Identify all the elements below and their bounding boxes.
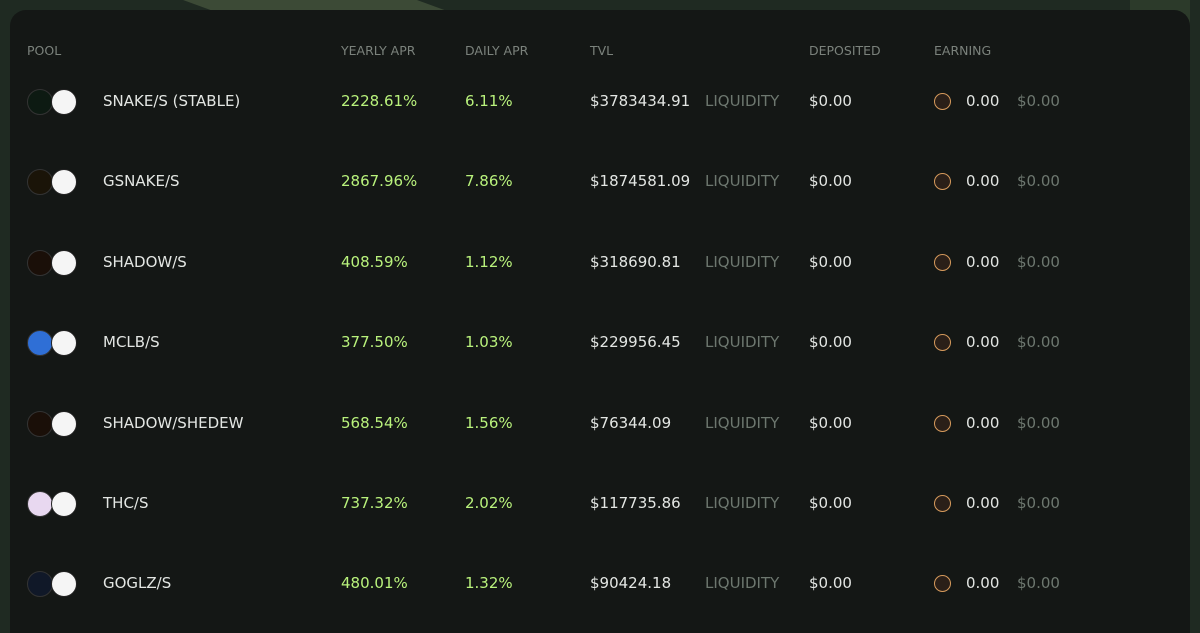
column-header: YEARLY APR xyxy=(341,43,416,58)
yearly-apr: 2867.96% xyxy=(341,172,418,191)
pool-token-icon xyxy=(51,410,77,437)
earning-usd: $0.00 xyxy=(1017,494,1060,512)
tvl: $318690.81 xyxy=(590,252,681,271)
column-header: DAILY APR xyxy=(465,43,529,58)
pool-name: MCLB/S xyxy=(103,333,160,352)
deposited: $0.00 xyxy=(809,252,852,271)
column-header: POOL xyxy=(27,43,62,58)
pool-token-icon xyxy=(27,491,53,517)
earning-usd: $0.00 xyxy=(1017,413,1060,432)
liquidity-link[interactable]: LIQUIDITY xyxy=(705,172,780,191)
yearly-apr: 480.01% xyxy=(341,574,408,593)
earning-amount: 0.00 xyxy=(966,333,1000,352)
earning-usd: $0.00 xyxy=(1017,252,1060,271)
column-header: TVL xyxy=(590,43,614,58)
tvl: $3783434.91 xyxy=(590,92,691,110)
yearly-apr: 568.54% xyxy=(341,413,408,432)
deposited: $0.00 xyxy=(809,494,852,512)
pool-name: GOGLZ/S xyxy=(103,574,172,593)
liquidity-link[interactable]: LIQUIDITY xyxy=(705,92,780,110)
pool-token-icon xyxy=(51,249,77,276)
column-header: DEPOSITED xyxy=(809,43,881,58)
deposited: $0.00 xyxy=(809,92,852,110)
deposited: $0.00 xyxy=(809,333,852,352)
deposited: $0.00 xyxy=(809,413,852,432)
earning-token-icon xyxy=(934,575,951,593)
pool-token-icon xyxy=(27,330,53,357)
pool-token-icon xyxy=(27,249,53,276)
daily-apr: 2.02% xyxy=(465,494,513,512)
pool-token-icon xyxy=(51,89,77,115)
pool-name: SHADOW/SHEDEW xyxy=(103,413,244,432)
pool-token-icon xyxy=(27,169,53,196)
pool-table: POOL YEARLY APR DAILY APR TVL DEPOSITED EARNI… xyxy=(10,10,1190,633)
daily-apr: 6.11% xyxy=(465,92,513,110)
pool-name: SHADOW/S xyxy=(103,252,187,271)
liquidity-link[interactable]: LIQUIDITY xyxy=(705,413,780,432)
pool-token-icon xyxy=(51,571,77,598)
tvl: $76344.09 xyxy=(590,413,672,432)
pool-name: SNAKE/S (STABLE) xyxy=(103,92,241,110)
pool-token-icon xyxy=(51,330,77,357)
earning-token-icon xyxy=(934,253,951,271)
earning-amount: 0.00 xyxy=(966,574,1000,593)
earning-amount: 0.00 xyxy=(966,252,1000,271)
earning-usd: $0.00 xyxy=(1017,574,1060,593)
yearly-apr: 377.50% xyxy=(341,333,408,352)
liquidity-link[interactable]: LIQUIDITY xyxy=(705,252,780,271)
liquidity-link[interactable]: LIQUIDITY xyxy=(705,574,780,593)
earning-token-icon xyxy=(934,93,951,110)
deposited: $0.00 xyxy=(809,574,852,593)
tvl: $229956.45 xyxy=(590,333,681,352)
liquidity-link[interactable]: LIQUIDITY xyxy=(705,494,780,512)
pool-token-icon xyxy=(51,169,77,196)
column-header: EARNING xyxy=(934,43,992,58)
daily-apr: 1.32% xyxy=(465,574,513,593)
earning-usd: $0.00 xyxy=(1017,333,1060,352)
earning-token-icon xyxy=(934,334,951,352)
yearly-apr: 408.59% xyxy=(341,252,408,271)
pool-token-icon xyxy=(27,410,53,437)
pool-name: THC/S xyxy=(103,494,149,512)
pool-token-icon xyxy=(51,491,77,517)
earning-token-icon xyxy=(934,173,951,191)
daily-apr: 1.12% xyxy=(465,252,513,271)
pool-name: GSNAKE/S xyxy=(103,172,180,191)
pool-token-icon xyxy=(27,571,53,598)
pool-token-icon xyxy=(27,89,53,115)
tvl: $1874581.09 xyxy=(590,172,691,191)
yearly-apr: 737.32% xyxy=(341,494,408,512)
tvl: $90424.18 xyxy=(590,574,672,593)
earning-amount: 0.00 xyxy=(966,172,1000,191)
yearly-apr: 2228.61% xyxy=(341,92,418,110)
earning-amount: 0.00 xyxy=(966,413,1000,432)
earning-amount: 0.00 xyxy=(966,92,1000,110)
deposited: $0.00 xyxy=(809,172,852,191)
earning-token-icon xyxy=(934,414,951,432)
daily-apr: 1.56% xyxy=(465,413,513,432)
earning-usd: $0.00 xyxy=(1017,92,1060,110)
daily-apr: 7.86% xyxy=(465,172,513,191)
earning-usd: $0.00 xyxy=(1017,172,1060,191)
liquidity-link[interactable]: LIQUIDITY xyxy=(705,333,780,352)
earning-token-icon xyxy=(934,495,951,512)
earning-amount: 0.00 xyxy=(966,494,1000,512)
tvl: $117735.86 xyxy=(590,494,681,512)
daily-apr: 1.03% xyxy=(465,333,513,352)
